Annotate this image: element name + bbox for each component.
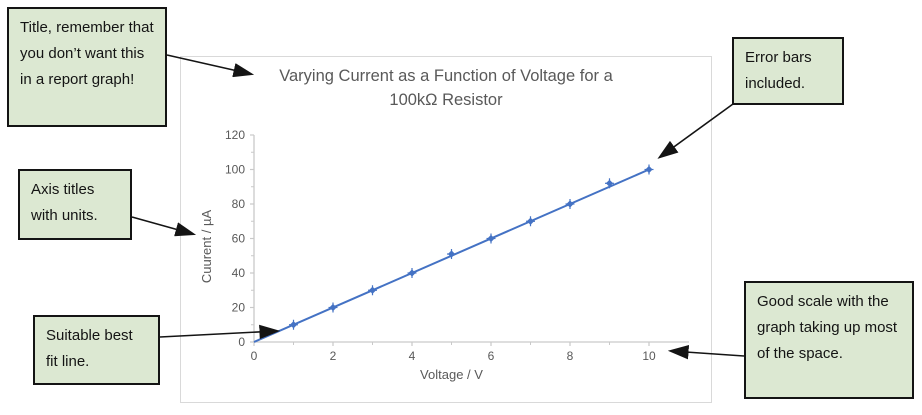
chart-panel: Varying Current as a Function of Voltage… bbox=[180, 56, 712, 403]
data-point-marker bbox=[605, 179, 614, 187]
y-tick-label: 100 bbox=[225, 163, 245, 177]
y-tick-label: 40 bbox=[232, 266, 246, 280]
data-point-marker bbox=[329, 303, 337, 312]
y-tick-label: 20 bbox=[232, 301, 246, 315]
callout-axis-titles-note: Axis titles with units. bbox=[18, 169, 132, 240]
data-point-marker bbox=[645, 165, 653, 174]
x-tick-label: 0 bbox=[251, 349, 258, 363]
x-axis-title: Voltage / V bbox=[420, 367, 483, 382]
x-tick-label: 4 bbox=[409, 349, 416, 363]
x-tick-label: 6 bbox=[488, 349, 495, 363]
data-point-marker bbox=[368, 286, 377, 294]
y-tick-label: 0 bbox=[238, 335, 245, 349]
x-tick-label: 2 bbox=[330, 349, 337, 363]
data-point-marker bbox=[566, 200, 574, 208]
data-point-marker bbox=[289, 321, 298, 329]
x-tick-label: 8 bbox=[567, 349, 574, 363]
y-tick-label: 80 bbox=[232, 197, 246, 211]
x-tick-label: 10 bbox=[642, 349, 656, 363]
callout-error-bars-note: Error bars included. bbox=[732, 37, 844, 105]
chart-title: Varying Current as a Function of Voltage… bbox=[181, 64, 711, 112]
data-point-marker bbox=[408, 269, 416, 277]
chart-title-line1: Varying Current as a Function of Voltage… bbox=[279, 67, 613, 85]
data-point-marker bbox=[447, 250, 456, 258]
chart-title-line2: 100kΩ Resistor bbox=[389, 91, 503, 109]
callout-scale-note: Good scale with the graph taking up most… bbox=[744, 281, 914, 399]
callout-title-note: Title, remember that you don’t want this… bbox=[7, 7, 167, 127]
callout-best-fit-note-text: Suitable best fit line. bbox=[46, 327, 133, 370]
data-point-marker bbox=[526, 217, 535, 225]
callout-best-fit-note: Suitable best fit line. bbox=[33, 315, 160, 385]
callout-scale-note-text: Good scale with the graph taking up most… bbox=[757, 293, 898, 362]
callout-error-bars-note-text: Error bars included. bbox=[745, 49, 812, 92]
callout-axis-titles-note-text: Axis titles with units. bbox=[31, 181, 98, 224]
y-tick-label: 60 bbox=[232, 232, 246, 246]
callout-title-note-text: Title, remember that you don’t want this… bbox=[20, 19, 154, 88]
data-point-marker bbox=[487, 234, 495, 243]
y-tick-label: 120 bbox=[225, 128, 245, 142]
y-axis-title: Cuurent / µA bbox=[199, 210, 214, 284]
